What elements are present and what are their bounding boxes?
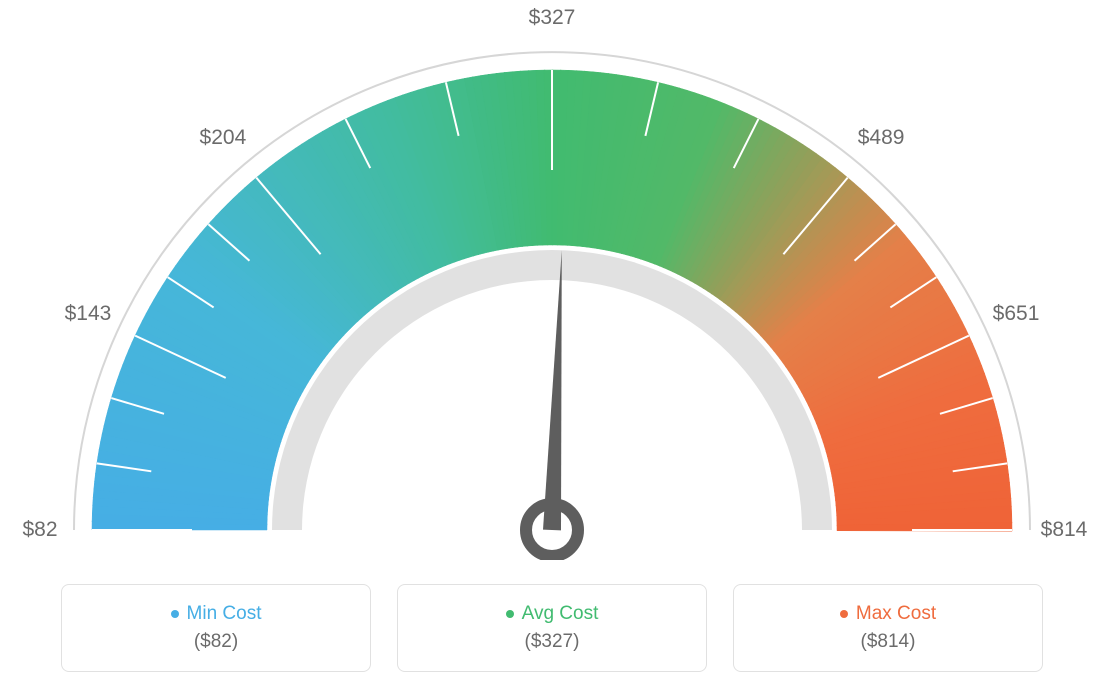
- gauge-needle: [543, 250, 562, 530]
- legend-avg-top: Avg Cost: [506, 603, 599, 625]
- legend-max-top: Max Cost: [840, 603, 936, 625]
- legend-min-top: Min Cost: [171, 603, 262, 625]
- legend-max-value: ($814): [861, 631, 916, 653]
- gauge-tick-label: $327: [529, 6, 576, 30]
- legend-card-avg: Avg Cost ($327): [397, 584, 707, 672]
- gauge-tick-label: $814: [1041, 518, 1088, 542]
- legend-card-max: Max Cost ($814): [733, 584, 1043, 672]
- legend-dot-min: [171, 610, 179, 618]
- gauge-svg: [0, 0, 1104, 560]
- legend-avg-label: Avg Cost: [522, 603, 599, 625]
- legend-min-label: Min Cost: [187, 603, 262, 625]
- gauge-tick-label: $82: [22, 518, 57, 542]
- legend-max-label: Max Cost: [856, 603, 936, 625]
- gauge-tick-label: $204: [200, 126, 247, 150]
- legend-card-min: Min Cost ($82): [61, 584, 371, 672]
- legend-row: Min Cost ($82) Avg Cost ($327) Max Cost …: [0, 584, 1104, 672]
- gauge-tick-label: $143: [65, 302, 112, 326]
- cost-gauge-widget: $82 $143 $204 $327 $489 $651 $814 Min Cost ($8…: [0, 0, 1104, 690]
- gauge-tick-label: $489: [858, 126, 905, 150]
- legend-avg-value: ($327): [525, 631, 580, 653]
- gauge-area: $82 $143 $204 $327 $489 $651 $814: [0, 0, 1104, 560]
- gauge-tick-label: $651: [993, 302, 1040, 326]
- legend-dot-max: [840, 610, 848, 618]
- legend-dot-avg: [506, 610, 514, 618]
- legend-min-value: ($82): [194, 631, 238, 653]
